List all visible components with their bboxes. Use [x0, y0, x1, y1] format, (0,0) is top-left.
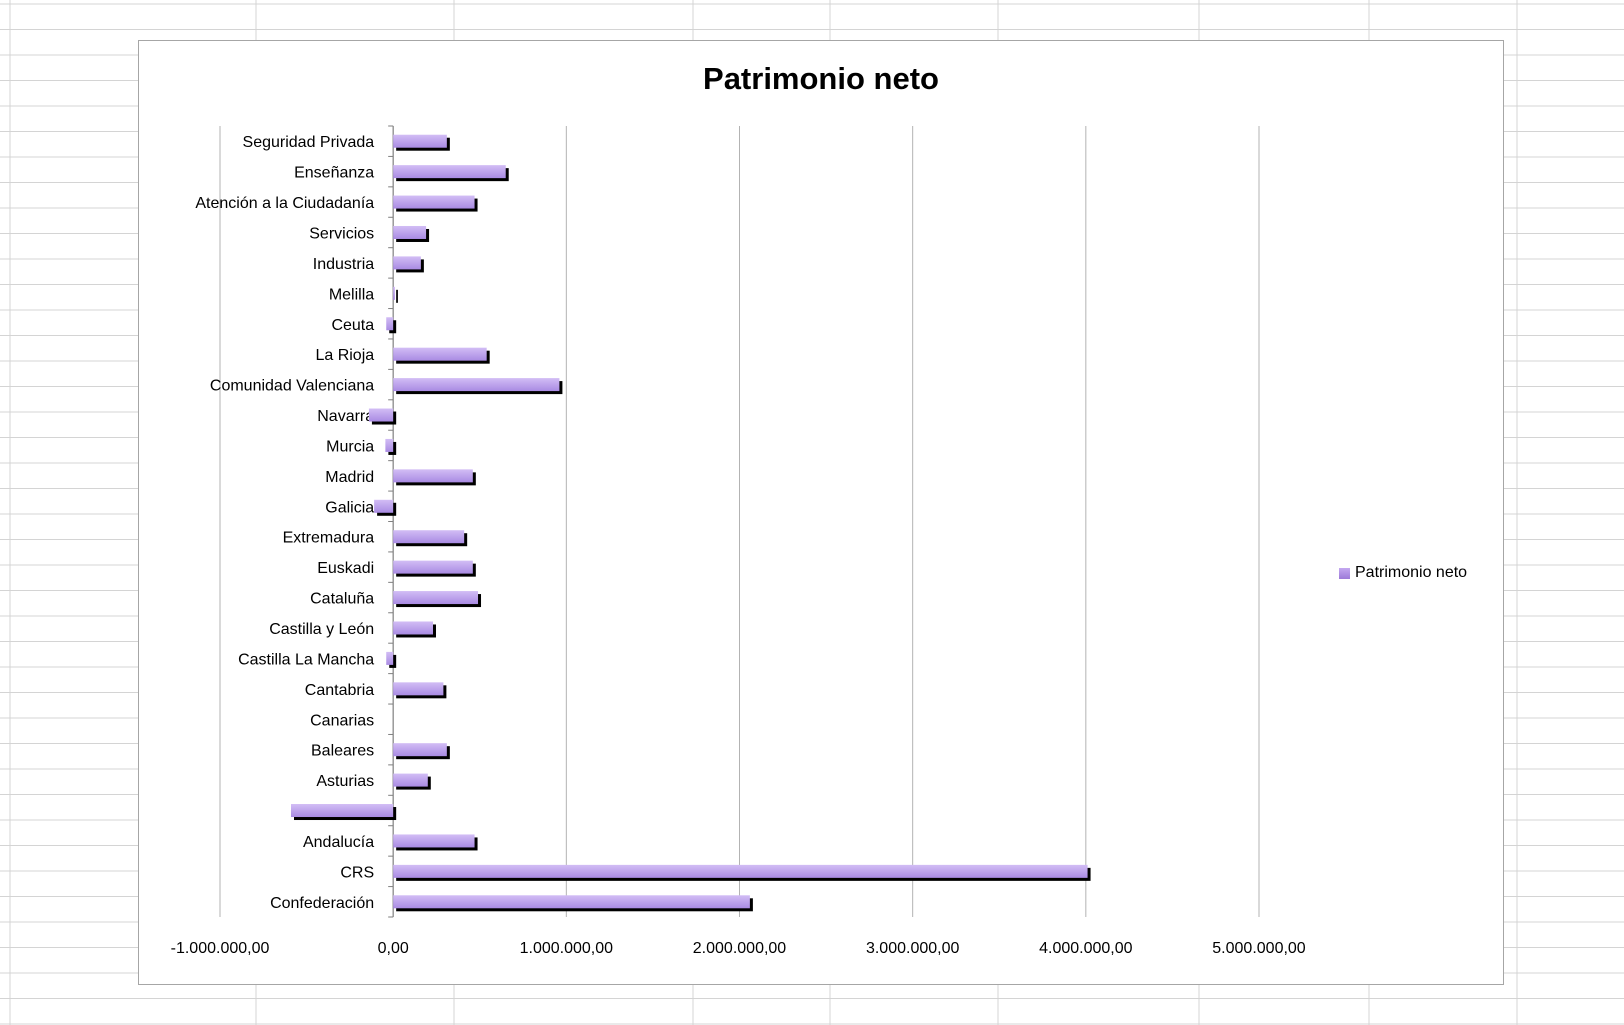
category-label: Servicios: [309, 225, 374, 242]
bar[interactable]: [386, 651, 394, 665]
bar[interactable]: [393, 134, 447, 148]
category-label: Industria: [313, 256, 374, 273]
category-label: Euskadi: [317, 560, 374, 577]
legend-label: Patrimonio neto: [1355, 564, 1468, 581]
bar[interactable]: [393, 591, 479, 605]
category-label: Castilla La Mancha: [238, 651, 374, 668]
category-label: Andalucía: [303, 834, 374, 851]
x-tick-label: 1.000.000,00: [520, 940, 614, 957]
bar[interactable]: [393, 621, 433, 635]
category-label: La Rioja: [315, 347, 374, 364]
bar[interactable]: [393, 195, 475, 209]
bar[interactable]: [393, 864, 1088, 878]
category-label: Canarias: [310, 712, 374, 729]
legend: Patrimonio neto: [1339, 564, 1467, 582]
category-label: Madrid: [325, 469, 374, 486]
category-label: Galicia: [325, 499, 374, 516]
category-label: Asturias: [316, 773, 374, 790]
legend-swatch: [1339, 567, 1350, 579]
bar[interactable]: [393, 378, 560, 392]
category-label: Castilla y León: [269, 621, 374, 638]
category-label: Melilla: [329, 286, 374, 303]
bar[interactable]: [368, 408, 394, 422]
bar[interactable]: [393, 560, 473, 574]
bar[interactable]: [393, 256, 421, 270]
category-label: Atención a la Ciudadanía: [195, 195, 374, 212]
x-tick-label: 0,00: [378, 940, 409, 957]
category-label: Cataluña: [310, 591, 374, 608]
bar[interactable]: [393, 165, 506, 179]
category-label: Extremadura: [283, 530, 375, 547]
bar[interactable]: [393, 743, 447, 757]
category-label: Seguridad Privada: [243, 134, 375, 151]
bar-shadow: [396, 289, 398, 303]
bar[interactable]: [393, 286, 395, 300]
category-label: Ceuta: [331, 317, 374, 334]
bar[interactable]: [393, 682, 444, 696]
bar[interactable]: [393, 895, 750, 909]
bar[interactable]: [374, 499, 394, 513]
x-tick-label: 5.000.000,00: [1212, 940, 1306, 957]
bar[interactable]: [393, 530, 465, 544]
category-label: Enseñanza: [294, 165, 374, 182]
category-label: Cantabria: [305, 682, 374, 699]
x-tick-label: 3.000.000,00: [866, 940, 960, 957]
category-label: Navarra: [317, 408, 374, 425]
category-label: Murcia: [326, 438, 374, 455]
category-label: Comunidad Valenciana: [210, 378, 374, 395]
bar[interactable]: [386, 317, 394, 331]
bar[interactable]: [393, 834, 475, 848]
chart-title: Patrimonio neto: [703, 61, 939, 96]
bar[interactable]: [393, 347, 487, 361]
x-tick-label: 2.000.000,00: [693, 940, 787, 957]
bar[interactable]: [290, 804, 394, 818]
x-tick-label: 4.000.000,00: [1039, 940, 1133, 957]
bar[interactable]: [393, 225, 427, 239]
chart-area[interactable]: Patrimonio neto -1.000.000,00 0,00 1.000.0…: [138, 40, 1504, 985]
plot-area: -1.000.000,00 0,00 1.000.000,00 2.000.000,0…: [171, 125, 1306, 957]
category-label: CRS: [340, 864, 374, 881]
x-tick-label: -1.000.000,00: [171, 940, 270, 957]
category-label: Baleares: [311, 743, 374, 760]
bar[interactable]: [385, 438, 394, 452]
bar[interactable]: [393, 773, 428, 787]
bar[interactable]: [393, 469, 473, 483]
category-label: Confederación: [270, 895, 374, 912]
